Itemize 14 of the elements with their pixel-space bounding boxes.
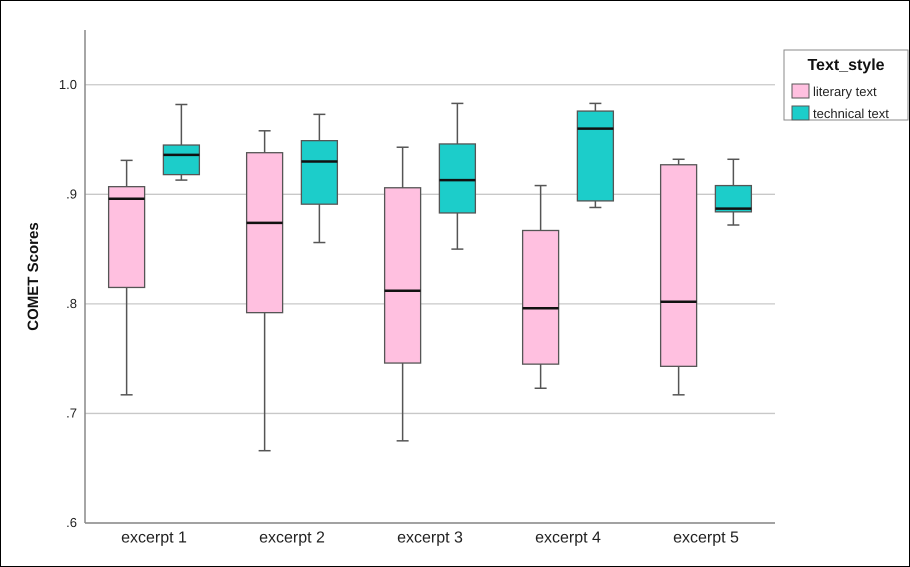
- y-axis-title: COMET Scores: [25, 222, 42, 331]
- y-tick-label: 1.0: [58, 76, 77, 92]
- y-tick-label: .7: [66, 406, 77, 421]
- y-tick-label: .8: [66, 296, 77, 312]
- x-tick-label: excerpt 3: [397, 529, 464, 546]
- legend-label: literary text: [813, 84, 877, 99]
- x-tick-label: excerpt 1: [121, 529, 188, 546]
- y-tick-label: .6: [66, 515, 77, 530]
- x-tick-label: excerpt 2: [259, 529, 326, 546]
- x-tick-label: excerpt 4: [535, 529, 602, 546]
- legend-label: technical text: [813, 106, 890, 121]
- y-tick-label: .9: [66, 186, 77, 202]
- x-tick-label: excerpt 5: [673, 529, 740, 546]
- legend-title: Text_style: [807, 57, 885, 74]
